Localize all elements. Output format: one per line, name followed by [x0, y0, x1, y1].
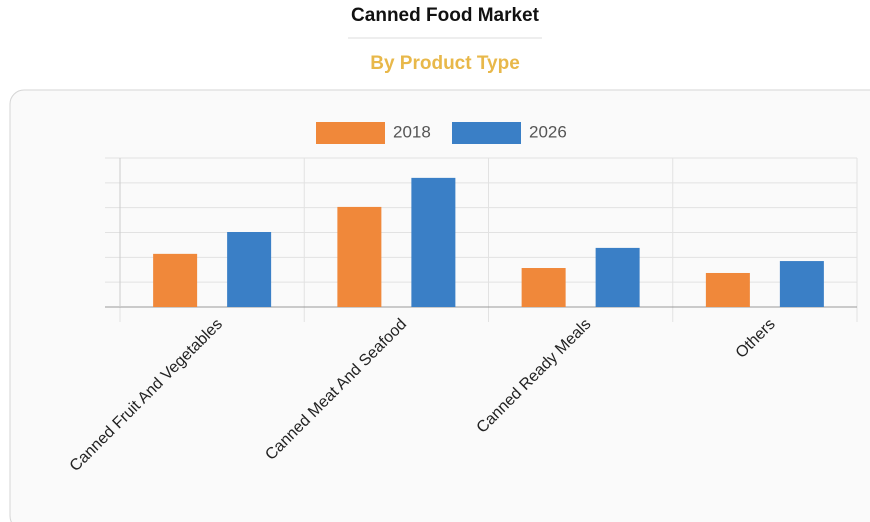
bar: [521, 268, 566, 307]
legend-swatch: [316, 122, 385, 144]
bar: [227, 232, 272, 307]
legend-label: 2026: [529, 122, 567, 141]
bar: [705, 272, 750, 307]
chart-title: Canned Food Market: [351, 5, 540, 26]
bar: [779, 261, 824, 307]
bar: [153, 253, 198, 307]
bar: [411, 177, 456, 307]
legend-swatch: [452, 122, 521, 144]
legend-label: 2018: [393, 122, 431, 141]
bar: [595, 247, 640, 307]
chart-subtitle: By Product Type: [370, 53, 520, 74]
bar: [337, 206, 382, 307]
